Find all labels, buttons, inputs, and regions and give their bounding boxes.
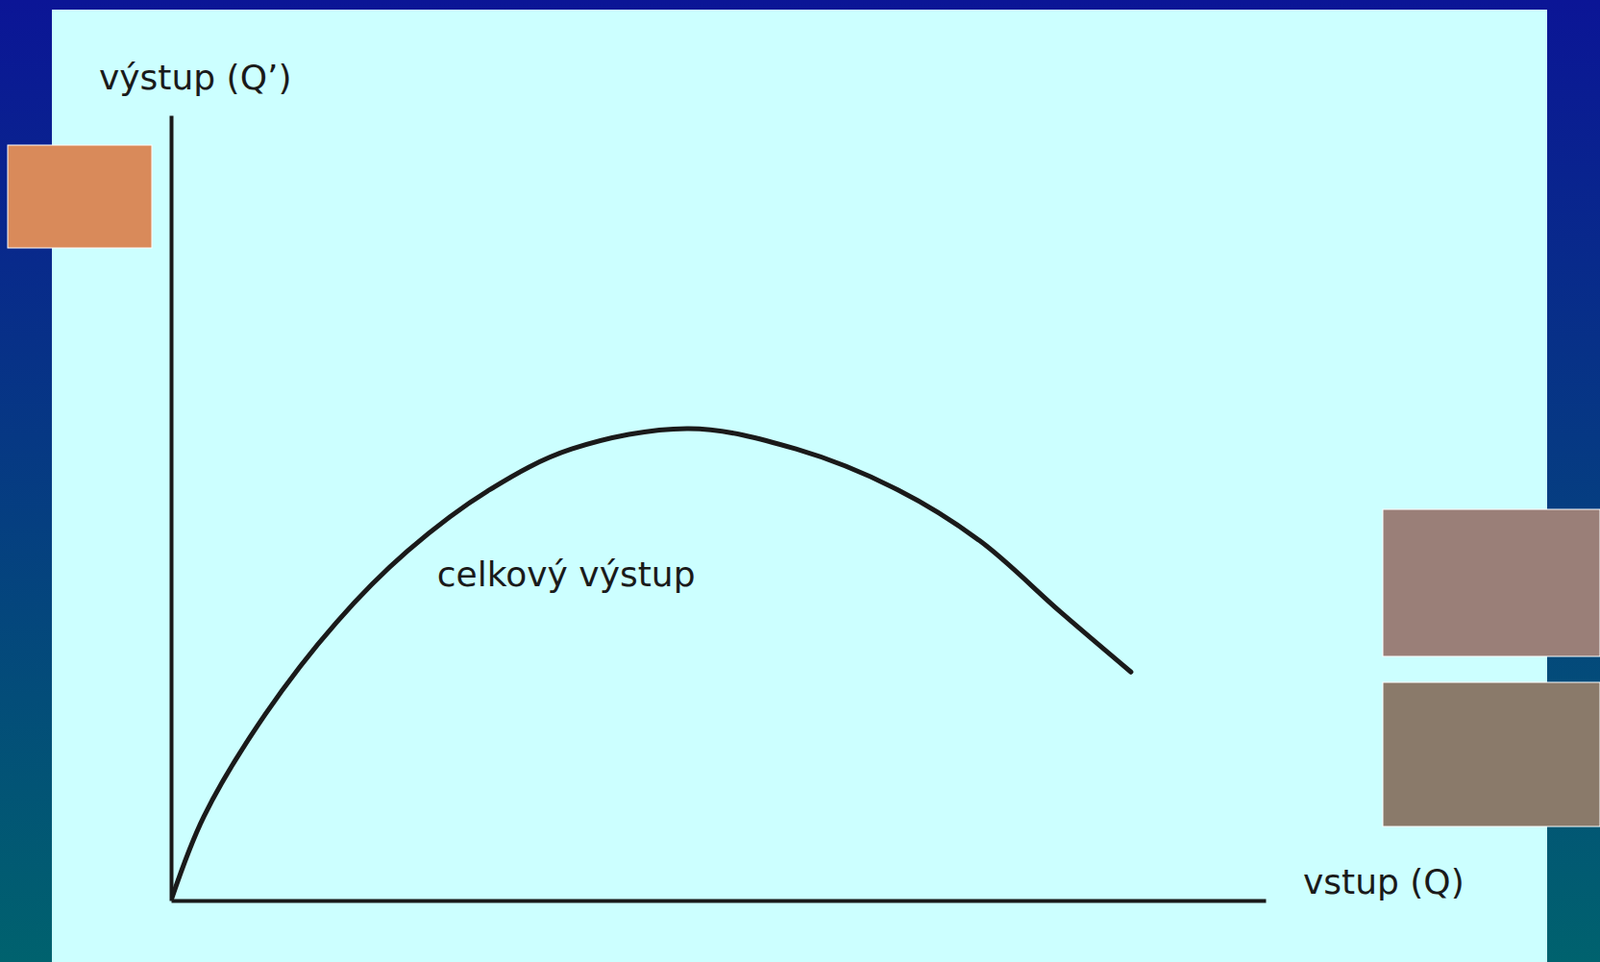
panel <box>51 9 1548 962</box>
background <box>0 0 1600 962</box>
ham-icon <box>7 145 152 248</box>
x-axis-line <box>172 899 1267 904</box>
slide: výstup (Q’) vstup (Q) celkový výstup <box>0 0 1600 962</box>
x-axis-title: vstup (Q) <box>1303 861 1465 902</box>
press-photo <box>1382 682 1600 827</box>
y-axis-line <box>170 116 174 902</box>
total-output-line <box>171 428 1132 901</box>
annotation: celkový výstup <box>437 554 696 594</box>
y-axis <box>171 116 173 902</box>
plot-area <box>171 428 1132 901</box>
x-axis <box>172 900 1267 902</box>
y-axis-title: výstup (Q’) <box>98 57 292 98</box>
butcher-photo <box>1382 509 1600 657</box>
